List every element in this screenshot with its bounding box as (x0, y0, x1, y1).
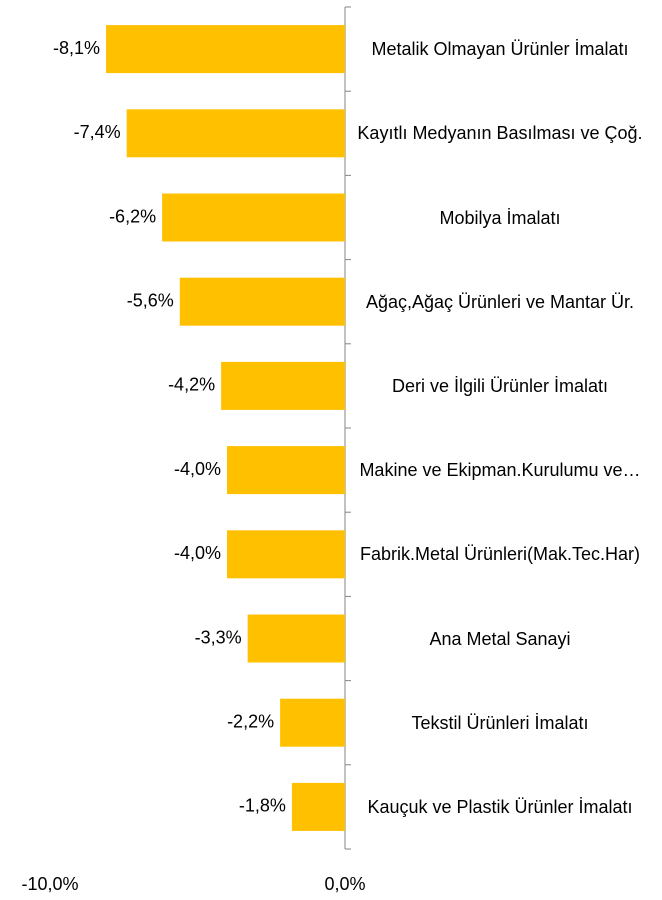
bar (227, 446, 345, 495)
bar (162, 193, 345, 242)
data-label: -6,2% (109, 206, 156, 226)
category-label: Deri ve İlgili Ürünler İmalatı (391, 375, 609, 396)
data-label: -1,8% (239, 796, 286, 816)
data-label: -4,0% (174, 459, 221, 479)
category-label: Tekstil Ürünleri İmalatı (411, 712, 589, 733)
bar (179, 277, 345, 326)
data-label: -7,4% (74, 122, 121, 142)
bar (247, 614, 345, 663)
category-label: Fabrik.Metal Ürünleri(Mak.Tec.Har) (359, 544, 641, 565)
bar (291, 782, 345, 831)
category-label: Ağaç,Ağaç Ürünleri ve Mantar Ür. (365, 291, 635, 312)
data-label: -4,2% (168, 375, 215, 395)
bar (227, 530, 345, 579)
data-label: -4,0% (174, 543, 221, 563)
data-label: -8,1% (53, 38, 100, 58)
category-label: Kayıtlı Medyanın Basılması ve Çoğ. (357, 123, 643, 144)
category-label: Ana Metal Sanayi (429, 628, 571, 649)
bar (106, 25, 345, 74)
category-label: Makine ve Ekipman.Kurulumu ve… (359, 460, 641, 481)
bar (280, 698, 345, 747)
bar (126, 109, 345, 158)
x-tick-label: -10,0% (21, 874, 78, 894)
data-label: -5,6% (127, 290, 174, 310)
data-label: -3,3% (195, 627, 242, 647)
data-label: -2,2% (227, 711, 274, 731)
category-label: Metalik Olmayan Ürünler İmalatı (371, 39, 629, 60)
x-tick-label: 0,0% (324, 874, 365, 894)
bar (221, 361, 345, 410)
category-label: Mobilya İmalatı (439, 207, 561, 228)
category-label: Kauçuk ve Plastik Ürünler İmalatı (367, 796, 633, 817)
